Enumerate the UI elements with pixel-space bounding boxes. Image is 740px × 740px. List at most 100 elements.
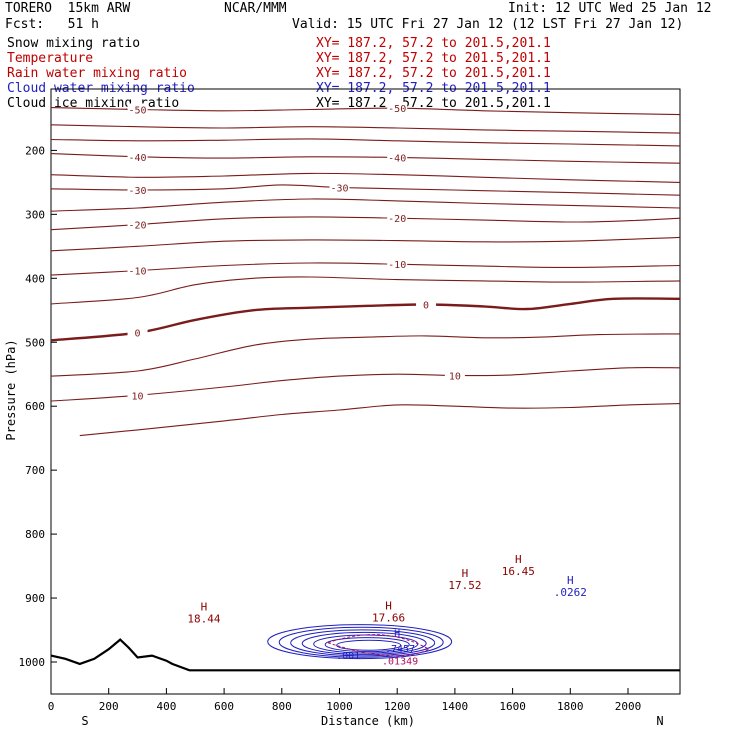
isotherm-label: -20	[388, 214, 406, 225]
isotherm-label-bg	[387, 212, 408, 224]
y-tick-label: 600	[25, 400, 45, 413]
cloud-water-max-label: .7457	[385, 644, 415, 655]
isotherm-label: 0	[423, 301, 429, 312]
x-tick-label: 1000	[326, 700, 353, 713]
isotherm-label-bg	[387, 102, 408, 114]
plot-frame	[50, 88, 681, 695]
high-value-label: 16.45	[502, 565, 535, 578]
init-time: Init: 12 UTC Wed 25 Jan 12	[508, 1, 712, 16]
high-marker: H	[515, 553, 522, 566]
legend-temperature-label: Temperature	[7, 51, 94, 66]
cloud-water-min-label: .001	[336, 651, 360, 662]
isotherm-10	[50, 276, 680, 305]
y-tick-label: 700	[25, 464, 45, 477]
isotherm-13	[50, 367, 680, 402]
y-axis: 200 300 400 500 600 700 800 900 1000	[19, 144, 57, 669]
cloud-water-contour	[278, 626, 444, 658]
temperature-contours: -50 -50 -40 -40 -30 -30 -20 -20 -10 -10 0 0 10 10	[50, 102, 680, 437]
cloud-water-contour	[290, 629, 436, 657]
high-value-label: 18.44	[187, 612, 220, 625]
terrain-line	[50, 638, 680, 672]
isotherm-label-bg	[127, 103, 148, 115]
isotherm-4	[50, 172, 680, 183]
cloud-water-contour	[301, 631, 427, 655]
legend-snow-xy: XY= 187.2, 57.2 to 201.5,201.1	[316, 36, 551, 51]
legend-rain-label: Rain water mixing ratio	[7, 66, 188, 81]
isotherm-1	[50, 124, 680, 134]
moisture-contours: .001 .7457 .01349 H	[267, 624, 453, 668]
isotherm-label-bg	[127, 264, 148, 276]
high-marker: H	[567, 574, 574, 587]
isotherm-label: -30	[129, 186, 147, 197]
y-tick-label: 300	[25, 208, 45, 221]
isotherm-label: -40	[129, 153, 147, 164]
center-name: NCAR/MMM	[224, 1, 287, 16]
x-tick-label: 800	[272, 700, 292, 713]
isotherm-label-bg	[127, 389, 148, 401]
x-tick-label: 1200	[384, 700, 411, 713]
isotherm-11	[50, 297, 680, 342]
legend-temperature-xy: XY= 187.2, 57.2 to 201.5,201.1	[316, 51, 551, 66]
forecast-hour: Fcst: 51 h	[5, 17, 99, 32]
isotherm-6	[50, 198, 680, 212]
isotherm-label: -10	[388, 260, 406, 271]
cloud-water-high-marker: H	[394, 628, 400, 639]
isotherm-label-bg	[127, 218, 148, 230]
north-end-label: N	[656, 714, 663, 728]
high-marker: H	[462, 567, 469, 580]
south-end-label: S	[81, 714, 88, 728]
x-tick-label: 2000	[615, 700, 642, 713]
isotherm-label: 0	[135, 329, 141, 340]
terrain-layer	[50, 638, 680, 672]
high-value-label: 17.52	[448, 579, 481, 592]
y-tick-label: 400	[25, 272, 45, 285]
isotherm-label-bg	[387, 258, 408, 270]
rain-water-label: .01349	[382, 657, 418, 668]
isotherm-label-bg	[387, 151, 408, 163]
isotherm-9	[50, 262, 680, 276]
y-tick-label: 900	[25, 592, 45, 605]
cloud-water-contour	[267, 624, 453, 660]
y-tick-label: 800	[25, 528, 45, 541]
x-tick-label: 0	[48, 700, 55, 713]
isotherm-label: -10	[129, 267, 147, 278]
isotherm-label: -30	[330, 183, 348, 194]
isotherm-label-bg	[416, 298, 437, 310]
cloud-water-contour	[336, 639, 402, 651]
high-marker: H	[201, 600, 208, 613]
cloud-water-contour	[324, 637, 410, 653]
x-tick-label: 1800	[557, 700, 584, 713]
isotherm-2	[50, 138, 680, 147]
isotherm-label-bg	[329, 181, 350, 193]
isotherm-label-bg	[127, 326, 148, 338]
isotherm-label: -50	[129, 105, 147, 116]
isotherm-3	[50, 153, 680, 164]
isotherm-label-bg	[127, 184, 148, 196]
x-tick-label: 400	[156, 700, 176, 713]
x-tick-label: 200	[99, 700, 119, 713]
isotherm-label: -40	[388, 153, 406, 164]
isotherm-label-bg	[127, 150, 148, 162]
isotherm-label: -50	[388, 104, 406, 115]
legend-rain-xy: XY= 187.2, 57.2 to 201.5,201.1	[316, 66, 551, 81]
isotherm-0	[50, 107, 680, 116]
isotherm-8	[50, 236, 680, 252]
y-tick-label: 500	[25, 336, 45, 349]
y-tick-label: 1000	[19, 656, 46, 669]
isotherm-label: 10	[449, 372, 461, 383]
isotherm-12	[50, 333, 680, 377]
isotherm-label: 10	[132, 391, 144, 402]
x-axis: 0 200 400 600 800 1000 1200 1400 1600 1800 2000	[48, 688, 642, 713]
legend-cloud-ice-xy: XY= 187.2, 57.2 to 201.5,201.1	[316, 96, 551, 111]
high-value-label: .0262	[554, 586, 587, 599]
high-value-label: 17.66	[372, 612, 405, 625]
x-tick-label: 600	[214, 700, 234, 713]
legend-snow-label: Snow mixing ratio	[7, 36, 141, 51]
isotherm-14	[79, 403, 680, 437]
x-tick-label: 1400	[442, 700, 469, 713]
x-tick-label: 1600	[499, 700, 526, 713]
isotherm-label-bg	[444, 369, 465, 381]
high-marker: H	[385, 600, 392, 613]
